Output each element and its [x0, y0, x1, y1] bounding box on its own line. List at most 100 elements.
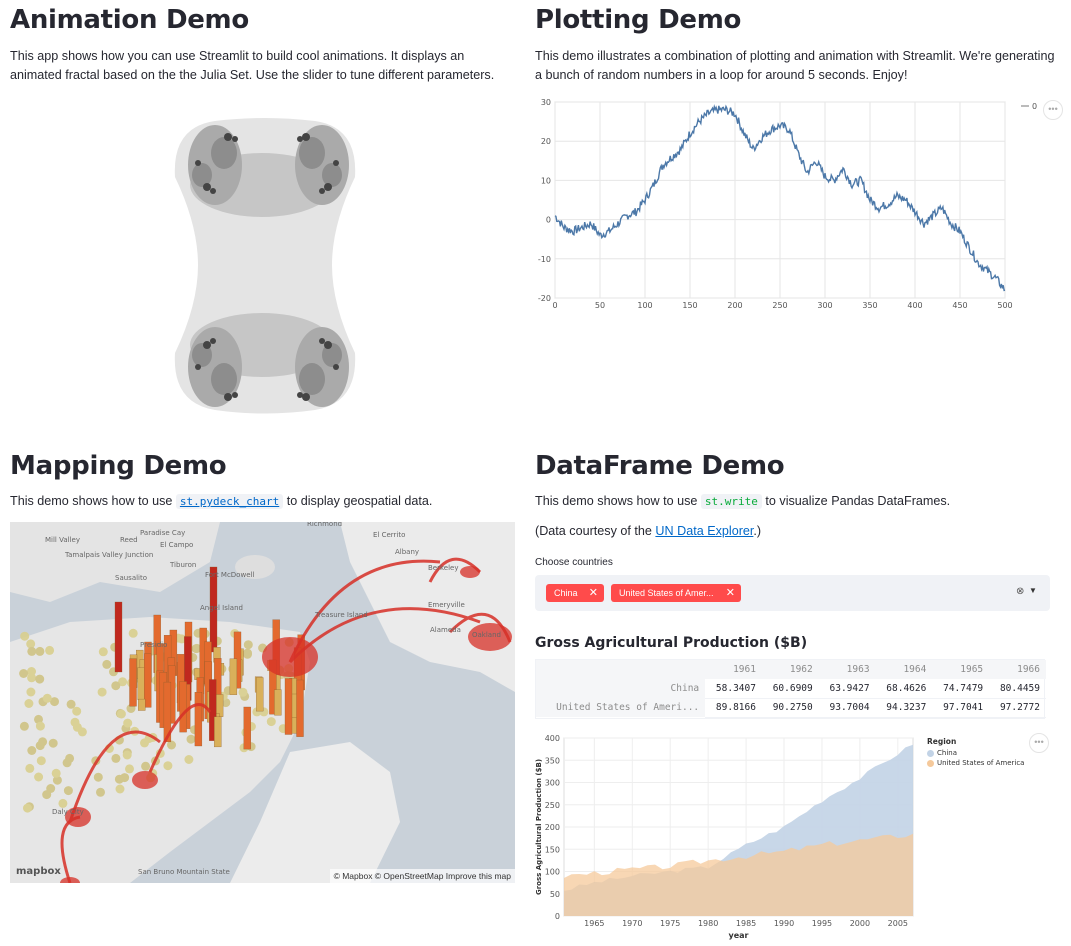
row-header: China: [536, 679, 706, 698]
tag-china: China ✕: [546, 584, 604, 602]
remove-china-icon[interactable]: ✕: [588, 587, 598, 599]
hex-bin: [111, 681, 121, 691]
hexagon-bar: [129, 658, 137, 707]
map-place-label: Berkeley: [428, 564, 459, 572]
chart-menu-button[interactable]: •••: [1043, 100, 1063, 120]
tag-china-label: China: [554, 588, 578, 598]
hex-bin: [118, 677, 128, 687]
hex-bin: [72, 706, 82, 716]
column-header: 1964: [903, 664, 927, 675]
hex-bin: [111, 753, 121, 763]
table-cell: 93.7004: [818, 698, 876, 718]
hexagon-bar: [138, 698, 146, 711]
x-tick-label: 1980: [698, 919, 718, 928]
plotting-demo-title: Plotting Demo: [535, 5, 742, 35]
x-tick-label: 200: [727, 301, 742, 310]
map-place-label: San Bruno Mountain State: [138, 868, 230, 876]
hex-bin: [27, 673, 37, 683]
x-axis-label: year: [729, 931, 749, 940]
map-place-label: Richmond: [307, 522, 342, 528]
hex-bin: [77, 727, 87, 737]
table-cell: 94.3237: [875, 698, 933, 718]
courtesy-after: .): [753, 524, 762, 538]
x-tick-label: 1970: [622, 919, 642, 928]
hex-bin: [19, 669, 29, 678]
hex-bin: [25, 763, 35, 773]
courtesy-before: (Data courtesy of the: [535, 524, 656, 538]
hex-bin: [46, 784, 56, 793]
hex-bin: [35, 674, 45, 684]
y-tick-label: 100: [545, 868, 560, 877]
hexagon-bar: [194, 692, 203, 747]
table-cell: 63.9427: [818, 679, 876, 699]
map-place-label: Tamalpais Valley Junction: [64, 551, 153, 559]
y-tick-label: 10: [541, 176, 551, 185]
column-header: 1966: [1017, 664, 1040, 675]
hex-bin: [66, 699, 76, 709]
dataframe-table-wrapper[interactable]: 1961 1962 1963 1964 1965 1966 China 58.3…: [535, 659, 1046, 719]
x-tick-label: 300: [817, 301, 832, 310]
hex-bin: [191, 644, 201, 654]
area-chart-menu-button[interactable]: •••: [1029, 733, 1049, 753]
y-axis-label: Gross Agricultural Production ($B): [535, 759, 543, 895]
un-data-explorer-link[interactable]: UN Data Explorer: [655, 524, 754, 538]
map-place-label: Alameda: [430, 626, 461, 634]
hex-bin: [184, 755, 194, 764]
column-header: 1965: [960, 664, 984, 675]
map-attribution-text: © Mapbox © OpenStreetMap Improve this ma…: [333, 871, 511, 881]
hex-bin: [243, 640, 253, 650]
table-row: United States of Ameri... 89.8166 90.275…: [536, 698, 1046, 718]
mapbox-logo: mapbox: [16, 866, 61, 877]
countries-multiselect[interactable]: China ✕ United States of Amer... ✕ ⊗ ▼: [535, 575, 1050, 611]
x-tick-label: 100: [637, 301, 652, 310]
table-row: China 58.3407 60.6909 63.9427 68.4626 74…: [536, 679, 1046, 699]
hex-bin: [266, 717, 276, 727]
hex-bin: [97, 687, 107, 697]
hexagon-bar: [243, 706, 251, 750]
map-view[interactable]: Richmond El Cerrito Mill Valley Tamalpais V…: [10, 522, 515, 883]
x-tick-label: 2005: [888, 919, 908, 928]
map-place-label: Reed: [120, 536, 138, 544]
map-place-label: Tiburon: [169, 561, 196, 569]
dataframe-demo-description: This demo shows how to use st.write to v…: [535, 492, 1060, 511]
hexagon-bar: [137, 667, 145, 700]
hex-bin: [125, 764, 134, 774]
hex-bin: [128, 628, 138, 638]
mapping-demo-section: Mapping Demo This demo shows how to use …: [10, 445, 515, 890]
x-tick-label: 1985: [736, 919, 756, 928]
legend-title: Region: [927, 737, 957, 746]
table-cell: 80.4459: [989, 679, 1046, 699]
hex-bin: [141, 761, 151, 771]
area-chart[interactable]: 1965 1970 1975 1980 1985 1990 1995 2000 2005 0 50 1…: [535, 730, 1055, 945]
y-tick-label: 300: [545, 779, 560, 788]
dataframe-table: 1961 1962 1963 1964 1965 1966 China 58.3…: [536, 660, 1046, 718]
x-tick-label: 2000: [850, 919, 870, 928]
x-tick-label: 1990: [774, 919, 794, 928]
map-place-label: El Campo: [160, 541, 193, 549]
line-chart[interactable]: 0 50 100 150 200 250 300 350 400 450 500-20-100102…: [535, 92, 1065, 312]
ellipsis-icon: •••: [1048, 104, 1058, 114]
pydeck-chart-code-link[interactable]: st.pydeck_chart: [175, 494, 284, 509]
table-cell: 90.2750: [761, 698, 819, 718]
hex-bin: [26, 639, 36, 649]
dataframe-desc-after: to visualize Pandas DataFrames.: [765, 494, 951, 508]
hex-bin: [102, 659, 112, 669]
julia-fractal-image: [174, 118, 356, 414]
animation-demo-description: This app shows how you can use Streamlit…: [10, 49, 495, 82]
table-corner: [536, 660, 705, 679]
hexagon-bar: [256, 677, 264, 712]
tag-usa: United States of Amer... ✕: [611, 584, 741, 602]
hex-bin: [186, 734, 196, 744]
map-attribution[interactable]: © Mapbox © OpenStreetMap Improve this ma…: [329, 869, 515, 883]
x-tick-label: 1995: [812, 919, 832, 928]
hex-bin: [36, 756, 46, 766]
chevron-down-icon[interactable]: ▼: [1029, 586, 1037, 595]
y-tick-label: 400: [545, 734, 560, 743]
clear-all-icon[interactable]: ⊗: [1016, 586, 1025, 597]
remove-usa-icon[interactable]: ✕: [725, 587, 735, 599]
x-tick-label: 50: [595, 301, 605, 310]
series-line-0: [554, 104, 1006, 292]
table-header-row: 1961 1962 1963 1964 1965 1966: [536, 660, 1046, 679]
map-place-label: Treasure Island: [314, 611, 368, 619]
hexagon-bar: [284, 678, 293, 735]
